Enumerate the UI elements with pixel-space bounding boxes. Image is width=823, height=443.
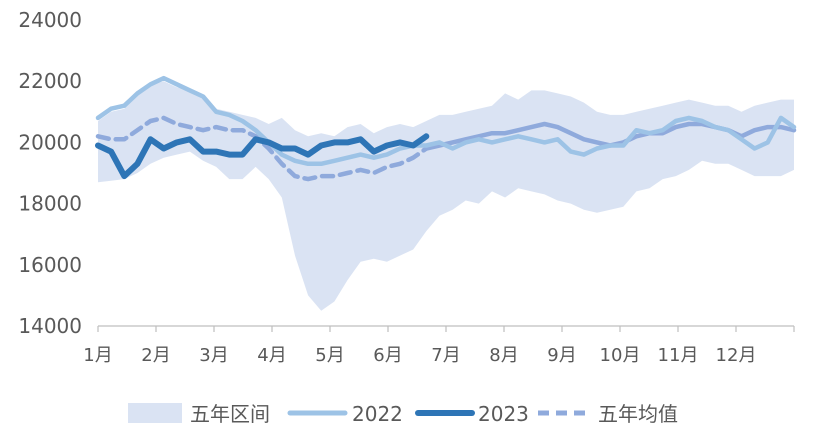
series-line-2023 [95, 133, 430, 180]
legend-label-2023: 2023 [478, 402, 529, 426]
series-line-2022 [95, 75, 797, 167]
y-axis: 14000 16000 18000 20000 22000 24000 [18, 8, 82, 338]
band-five-year-range [98, 81, 794, 311]
legend-label-band: 五年区间 [190, 402, 270, 426]
series-line-avg-dashed [95, 115, 429, 182]
x-tick-label: 7月 [431, 345, 460, 366]
x-tick-label: 1月 [83, 345, 112, 366]
x-tick-label: 5月 [315, 345, 344, 366]
y-tick-label: 24000 [18, 8, 82, 32]
legend-label-avg: 五年均值 [598, 402, 678, 426]
x-tick-label: 10月 [600, 345, 641, 366]
y-tick-label: 22000 [18, 69, 82, 93]
y-tick-label: 16000 [18, 253, 82, 277]
x-tick-label: 9月 [547, 345, 576, 366]
x-tick-label: 4月 [257, 345, 286, 366]
x-tick-label: 3月 [199, 345, 228, 366]
x-tick-label: 6月 [373, 345, 402, 366]
x-tick-label: 2月 [141, 345, 170, 366]
x-axis [97, 325, 795, 332]
x-tick-label: 12月 [716, 345, 757, 366]
series-layer [95, 75, 797, 182]
legend-swatch-band [128, 403, 182, 423]
x-tick-label: 11月 [658, 345, 699, 366]
y-tick-label: 18000 [18, 192, 82, 216]
x-tick-labels: 1月 2月 3月 4月 5月 6月 7月 8月 9月 10月 11月 12月 [83, 345, 756, 366]
band-layer [98, 81, 794, 311]
y-tick-label: 20000 [18, 130, 82, 154]
legend: 五年区间 2022 2023 五年均值 [128, 402, 678, 426]
x-tick-label: 8月 [489, 345, 518, 366]
legend-label-2022: 2022 [352, 402, 403, 426]
y-tick-label: 14000 [18, 314, 82, 338]
